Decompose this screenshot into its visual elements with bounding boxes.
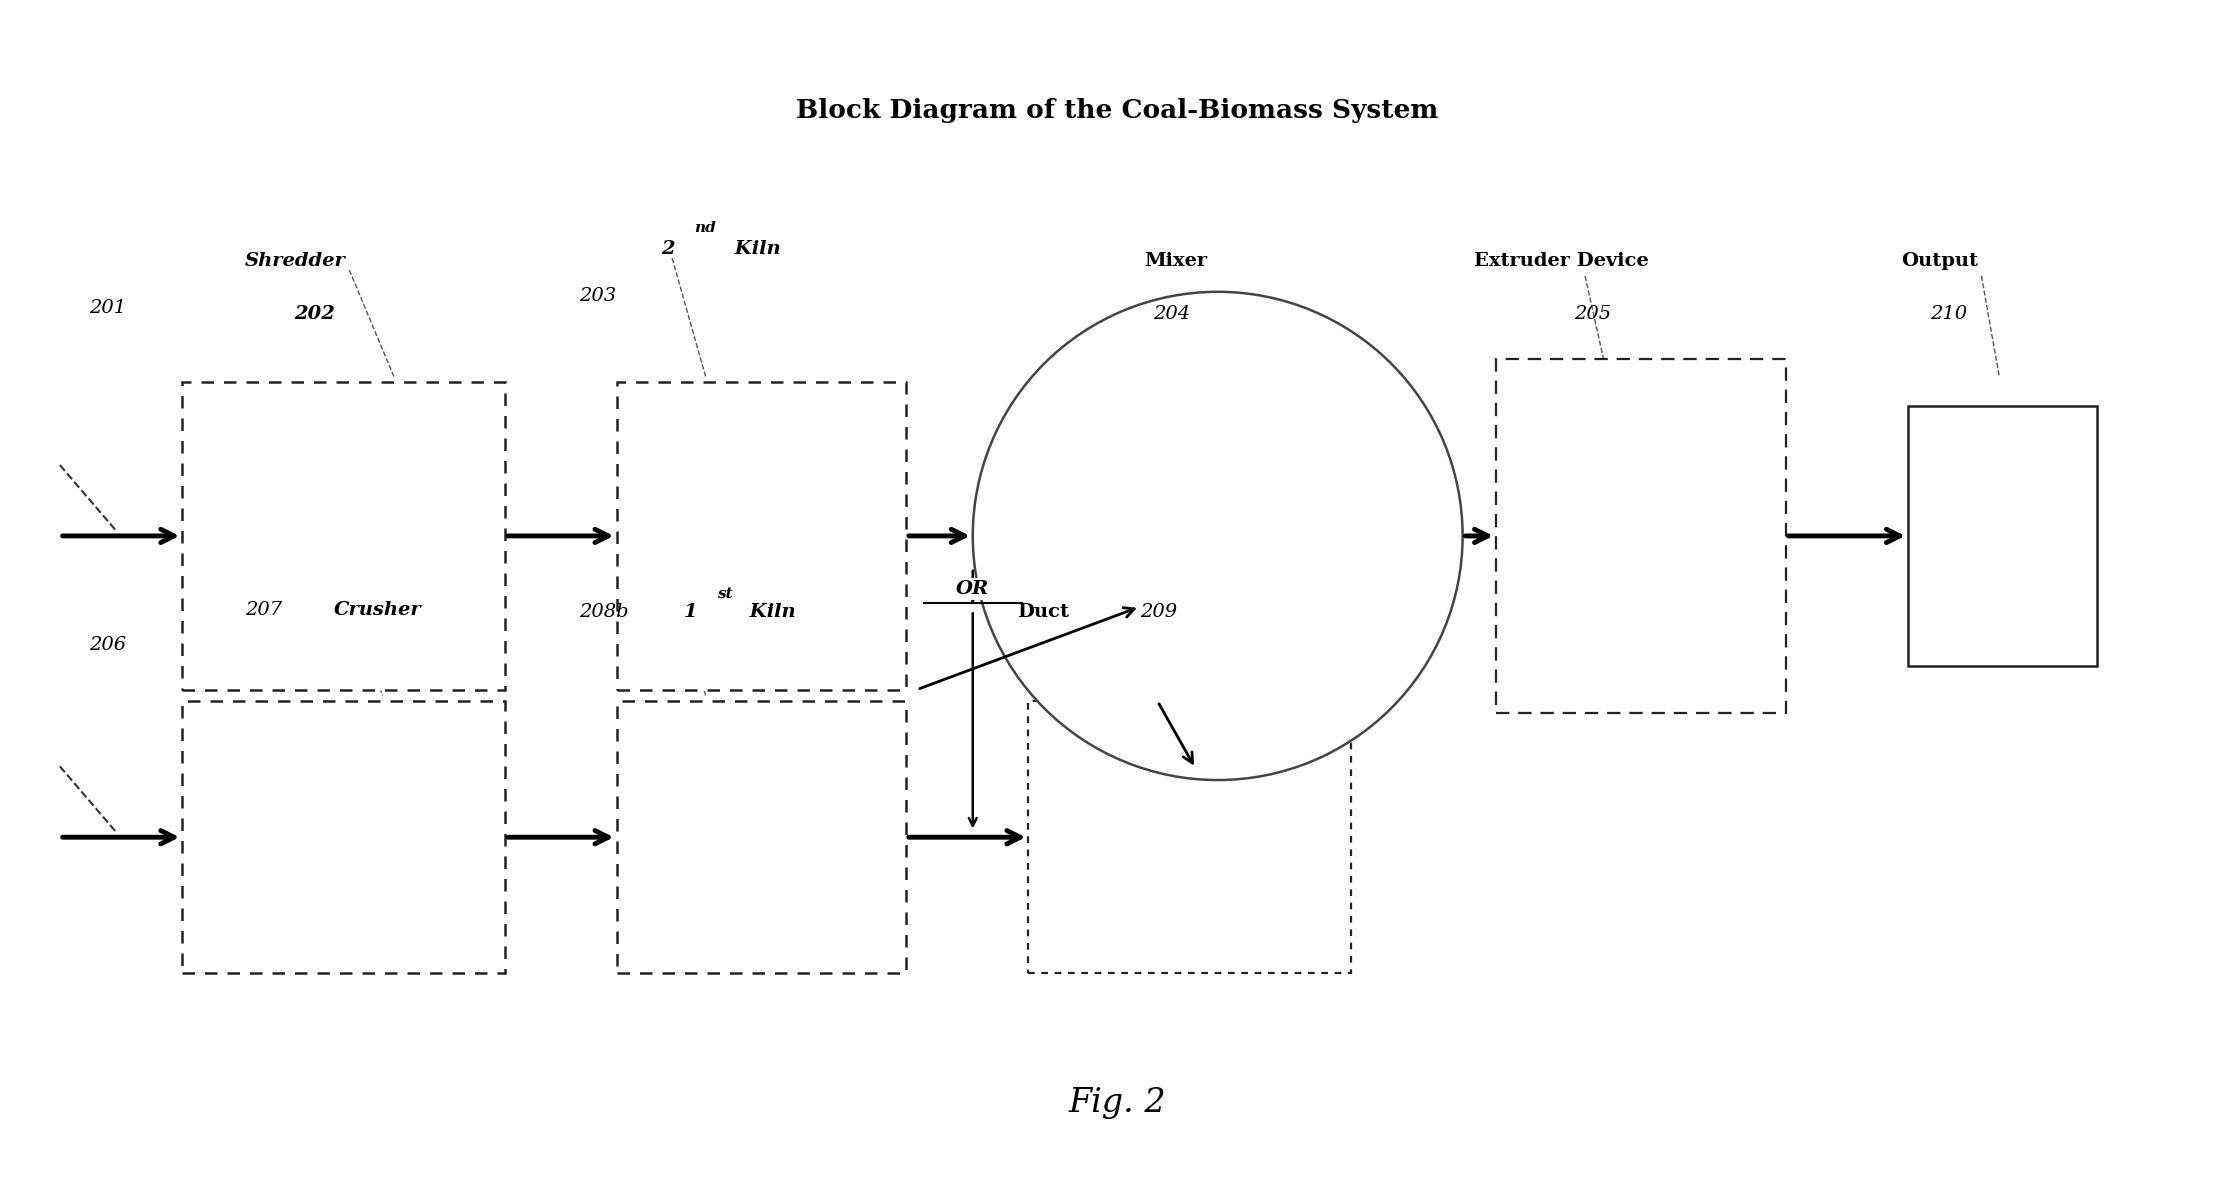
Bar — [617, 382, 905, 689]
Ellipse shape — [972, 292, 1462, 781]
Bar — [183, 701, 505, 973]
Text: 210: 210 — [1931, 305, 1967, 324]
Bar — [617, 701, 905, 973]
Text: 207: 207 — [244, 601, 282, 619]
Text: 209: 209 — [1140, 603, 1178, 621]
Text: 204: 204 — [1153, 305, 1191, 324]
Text: 208b: 208b — [579, 603, 628, 621]
Text: 1: 1 — [684, 603, 697, 621]
Text: 205: 205 — [1573, 305, 1611, 324]
Bar — [1028, 701, 1352, 973]
Text: 203: 203 — [579, 288, 617, 306]
Bar — [183, 382, 505, 689]
Text: Shredder: Shredder — [244, 252, 346, 270]
Text: 201: 201 — [89, 300, 125, 318]
Text: OR: OR — [957, 580, 990, 599]
Text: Kiln: Kiln — [744, 603, 796, 621]
Text: Mixer: Mixer — [1144, 252, 1207, 270]
Text: Block Diagram of the Coal-Biomass System: Block Diagram of the Coal-Biomass System — [796, 98, 1439, 123]
Text: 206: 206 — [89, 637, 125, 655]
Text: nd: nd — [695, 220, 715, 234]
Text: Kiln: Kiln — [729, 240, 780, 258]
Bar — [1909, 406, 2096, 666]
Text: 202: 202 — [293, 305, 335, 324]
Text: Fig. 2: Fig. 2 — [1068, 1088, 1167, 1119]
Text: Crusher: Crusher — [333, 601, 422, 619]
Text: Output: Output — [1902, 252, 1978, 270]
Text: st: st — [717, 587, 733, 601]
Text: 2: 2 — [662, 240, 675, 258]
Bar — [1495, 358, 1786, 713]
Text: Extruder Device: Extruder Device — [1473, 252, 1649, 270]
Text: Duct: Duct — [1017, 603, 1068, 621]
